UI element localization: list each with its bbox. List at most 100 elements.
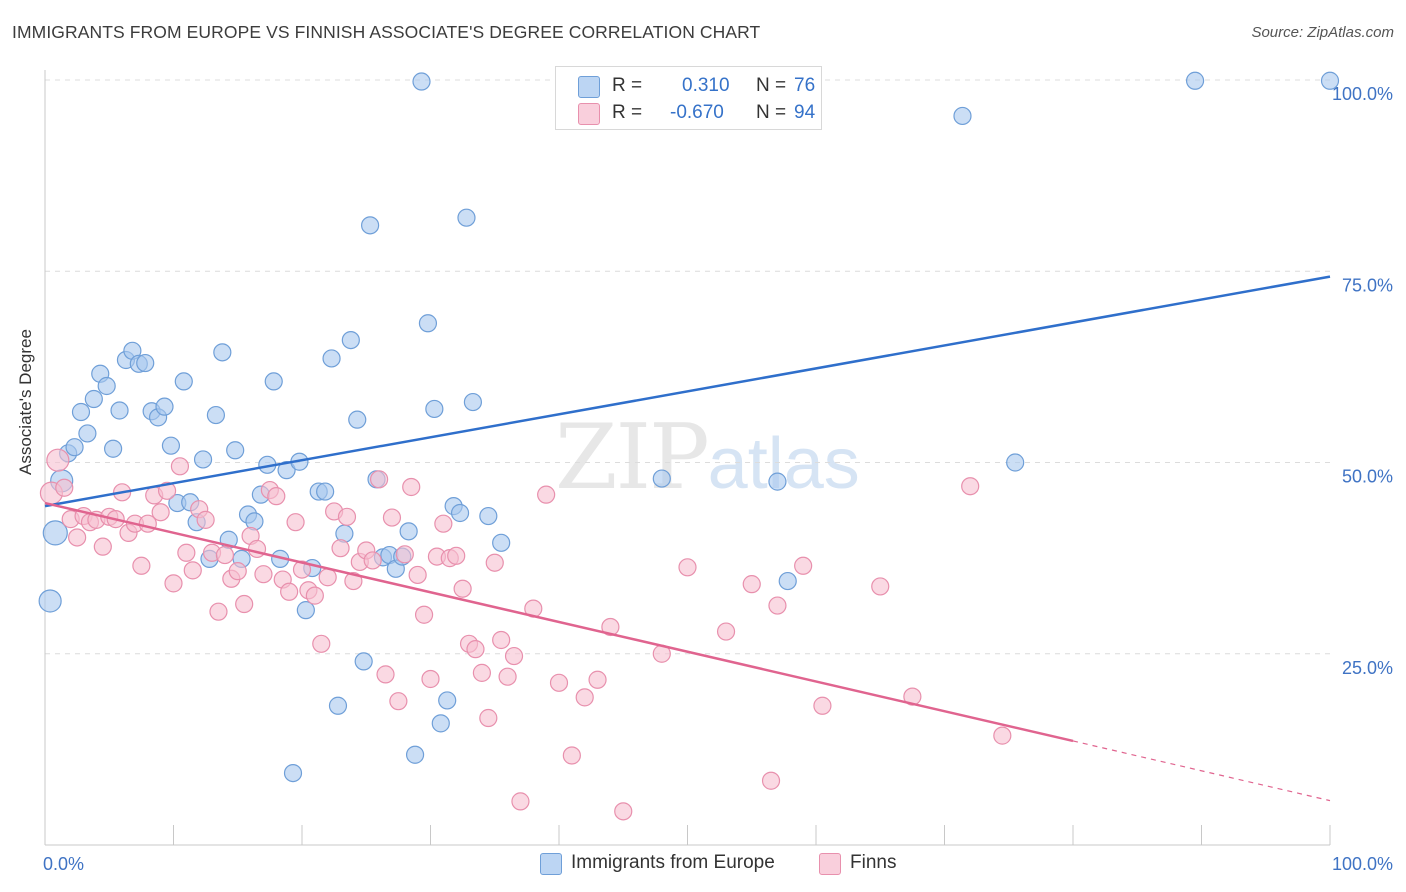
y-tick-label: 100.0% <box>1332 84 1393 104</box>
europe-point <box>328 696 348 715</box>
europe-point <box>405 745 425 764</box>
finns-point <box>601 617 620 637</box>
y-tick-label: 25.0% <box>1342 658 1393 678</box>
europe-point <box>492 533 511 552</box>
correlation-legend: R = 0.310 N = 76 R = -0.670 N = 94 <box>555 66 822 130</box>
europe-point <box>42 520 68 546</box>
finns-point <box>247 539 267 559</box>
europe-point <box>174 372 193 391</box>
europe-point <box>193 450 213 469</box>
finns-point <box>318 568 337 587</box>
finns-point <box>280 582 299 601</box>
finns-point <box>55 478 74 497</box>
finns-point <box>389 692 408 711</box>
europe-point <box>277 461 296 480</box>
x-tick-label: 0.0% <box>43 854 84 874</box>
finns-point <box>215 545 234 565</box>
europe-point <box>136 353 155 373</box>
finns-point <box>716 622 736 641</box>
europe-point <box>354 652 373 671</box>
finns-point <box>254 565 273 584</box>
finns-point <box>267 487 286 506</box>
finns-point <box>588 670 607 689</box>
finns-point <box>498 667 517 686</box>
legend-n-value: 94 <box>794 102 816 123</box>
finns-point <box>871 577 890 596</box>
europe-point <box>399 522 418 541</box>
europe-point <box>778 571 797 591</box>
legend-n-value: 76 <box>794 75 816 96</box>
europe-point <box>71 402 91 422</box>
europe-point <box>1185 71 1205 90</box>
finns-point <box>466 640 485 659</box>
finns-point <box>993 726 1012 745</box>
finns-point <box>768 596 787 615</box>
finns-point <box>511 792 530 811</box>
finns-point <box>504 646 524 666</box>
europe-point <box>264 372 283 391</box>
europe-point <box>65 438 84 457</box>
europe-point <box>110 401 129 420</box>
legend-r-value: -0.670 <box>670 102 724 123</box>
europe-point <box>341 331 360 350</box>
finns-point <box>472 663 491 682</box>
europe-point <box>213 343 232 362</box>
finns-point <box>286 513 305 532</box>
finns-point <box>183 561 202 580</box>
europe-point <box>38 589 62 613</box>
finns-point <box>68 528 87 547</box>
legend-swatch-blue <box>578 76 600 98</box>
finns-point <box>196 510 215 529</box>
legend-n-label: N = <box>756 75 787 96</box>
series-legend: Immigrants from Europe Finns <box>0 852 1406 878</box>
finns-point <box>537 485 556 504</box>
finns-point <box>151 503 170 522</box>
watermark-zip: ZIP <box>555 405 710 510</box>
finns-point <box>485 553 504 572</box>
finns-point <box>331 539 350 558</box>
finns-point <box>761 771 781 790</box>
finns-point <box>344 571 363 591</box>
finns-point <box>235 594 254 614</box>
legend-r-value: 0.310 <box>682 75 730 96</box>
finns-point <box>337 507 357 526</box>
source-label: Source: ZipAtlas.com <box>1251 24 1394 41</box>
finns-point <box>421 669 440 689</box>
legend-r-label: R = <box>612 102 643 123</box>
finns-point <box>549 673 569 692</box>
finns-trend-extension <box>1072 740 1331 802</box>
finns-point <box>742 575 761 594</box>
finns-point <box>575 688 594 707</box>
watermark: ZIPatlas <box>555 405 860 510</box>
legend-swatch-pink <box>578 103 600 125</box>
finns-point <box>453 579 472 598</box>
europe-point <box>296 601 315 620</box>
finns-point <box>93 537 112 556</box>
europe-point <box>161 436 181 455</box>
finns-point <box>363 551 382 570</box>
europe-point <box>84 389 103 409</box>
finns-point <box>46 448 70 472</box>
europe-point <box>1320 71 1340 90</box>
europe-point <box>479 506 498 526</box>
europe-point <box>953 106 972 126</box>
finns-point <box>434 514 453 533</box>
finns-point <box>903 687 922 706</box>
europe-point <box>768 472 787 491</box>
finns-point <box>177 543 196 562</box>
finns-point <box>370 470 389 489</box>
legend-swatch-blue <box>540 853 562 875</box>
europe-point <box>1006 453 1025 472</box>
finns-trend-line <box>44 501 1074 743</box>
europe-point <box>450 503 470 523</box>
finns-point <box>382 508 402 527</box>
europe-point <box>155 397 174 416</box>
europe-point <box>438 691 457 710</box>
europe-point <box>412 72 431 91</box>
europe-point <box>652 469 671 488</box>
europe-point <box>425 399 444 419</box>
finns-point <box>170 457 190 476</box>
europe-point <box>463 392 483 412</box>
europe-point <box>97 376 116 396</box>
